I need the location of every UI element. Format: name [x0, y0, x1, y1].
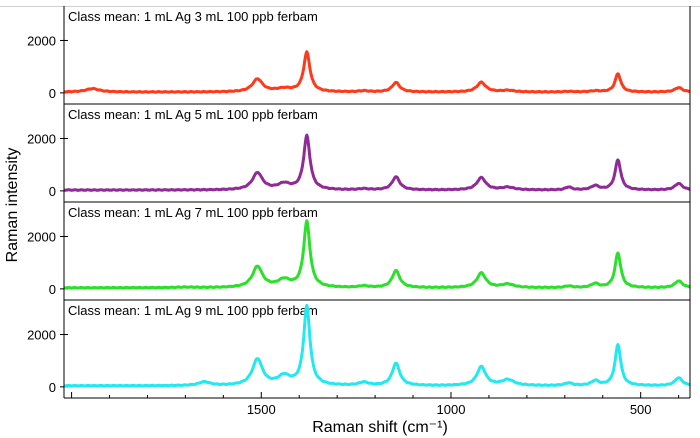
x-tick-label: 500	[630, 402, 652, 417]
x-tick-label: 1000	[437, 402, 466, 417]
y-tick-label: 2000	[27, 229, 56, 244]
spectra-panels: Class mean: 1 mL Ag 3 mL 100 ppb ferbam 0…	[27, 9, 691, 395]
spectrum-line	[63, 133, 691, 192]
panel-title: Class mean: 1 mL Ag 9 mL 100 ppb ferbam	[68, 303, 318, 318]
spectrum-panel-1: Class mean: 1 mL Ag 3 mL 100 ppb ferbam 0…	[27, 9, 691, 101]
y-tick-label: 2000	[27, 131, 56, 146]
y-tick-label: 0	[49, 184, 56, 199]
y-tick-label: 0	[49, 282, 56, 297]
y-tick-label: 0	[49, 380, 56, 395]
x-axis-label: Raman shift (cm⁻¹)	[312, 419, 448, 436]
y-tick-label: 2000	[27, 33, 56, 48]
x-axis: 1500 1000 500	[64, 392, 690, 417]
panel-title: Class mean: 1 mL Ag 5 mL 100 ppb ferbam	[68, 107, 318, 122]
spectrum-panel-4: Class mean: 1 mL Ag 9 mL 100 ppb ferbam 0…	[27, 299, 691, 395]
spectrum-panel-2: Class mean: 1 mL Ag 5 mL 100 ppb ferbam 0…	[27, 103, 691, 199]
spectrum-panel-3: Class mean: 1 mL Ag 7 mL 100 ppb ferbam 0…	[27, 201, 691, 297]
y-tick-label: 2000	[27, 327, 56, 342]
panel-title: Class mean: 1 mL Ag 7 mL 100 ppb ferbam	[68, 205, 318, 220]
panel-title: Class mean: 1 mL Ag 3 mL 100 ppb ferbam	[68, 9, 318, 24]
spectrum-line	[63, 303, 691, 388]
x-tick-label: 1500	[247, 402, 276, 417]
spectrum-line	[63, 219, 691, 290]
y-tick-label: 0	[49, 86, 56, 101]
spectrum-line	[63, 50, 691, 94]
y-axis-label: Raman intensity	[4, 148, 21, 263]
